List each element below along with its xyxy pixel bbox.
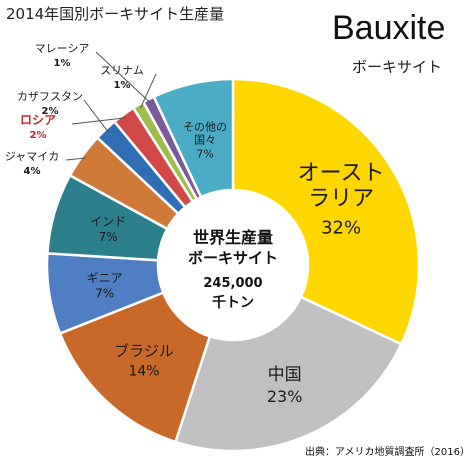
source-note: 出典：アメリカ地質調査所（2016）: [305, 447, 470, 458]
slice-brazil: [58, 290, 212, 444]
slice-percent-brazil: 14%: [128, 364, 159, 380]
leader-line-suriname: [139, 73, 157, 109]
slice-percent-malaysia: 1%: [54, 58, 71, 69]
leader-line-russia: [71, 117, 127, 125]
center-unit: 千トン: [212, 294, 254, 311]
center-value: 245,000: [203, 276, 262, 291]
slice-label-guinea: ギニア: [87, 271, 123, 285]
chart-title-japanese: ボーキサイト: [352, 58, 443, 76]
slice-percent-suriname: 1%: [114, 80, 131, 91]
slice-percent-australia: 32%: [321, 217, 361, 238]
slice-label-australia: ラリア: [308, 186, 374, 211]
slice-label-india: インド: [90, 214, 126, 228]
center-label-world: 世界生産量: [193, 228, 273, 247]
slice-label-malaysia: マレーシア: [35, 42, 90, 55]
slice-percent-kazakhstan: 2%: [42, 106, 59, 117]
slice-label-others: その他の: [183, 121, 227, 134]
center-label-bauxite: ボーキサイト: [188, 249, 278, 267]
slice-percent-jamaica: 4%: [24, 166, 41, 177]
slice-label-china: 中国: [268, 365, 302, 385]
slice-label-australia: オースト: [298, 161, 385, 186]
chart-title: 2014年国別ボーキサイト生産量: [6, 5, 225, 23]
slice-china: [173, 295, 403, 453]
slice-percent-india: 7%: [99, 230, 118, 244]
slice-percent-guinea: 7%: [95, 287, 114, 301]
slice-label-jamaica: ジャマイカ: [5, 150, 59, 163]
slice-label-russia: ロシア: [20, 113, 56, 127]
slice-percent-china: 23%: [267, 387, 303, 406]
slice-label-kazakhstan: カザフスタン: [17, 90, 83, 103]
slice-label-brazil: ブラジル: [114, 342, 174, 360]
slice-label-others: 国々: [194, 133, 216, 146]
leader-line-malaysia: [95, 51, 151, 104]
slice-percent-others: 7%: [196, 148, 213, 161]
leader-line-jamaica: [65, 157, 86, 161]
slice-others: [152, 77, 235, 199]
slice-percent-russia: 2%: [30, 130, 47, 141]
leader-line-kazakhstan: [83, 99, 109, 133]
chart-title-english: Bauxite: [332, 9, 446, 47]
slice-australia: [231, 77, 421, 346]
slice-label-suriname: スリナム: [100, 64, 144, 77]
